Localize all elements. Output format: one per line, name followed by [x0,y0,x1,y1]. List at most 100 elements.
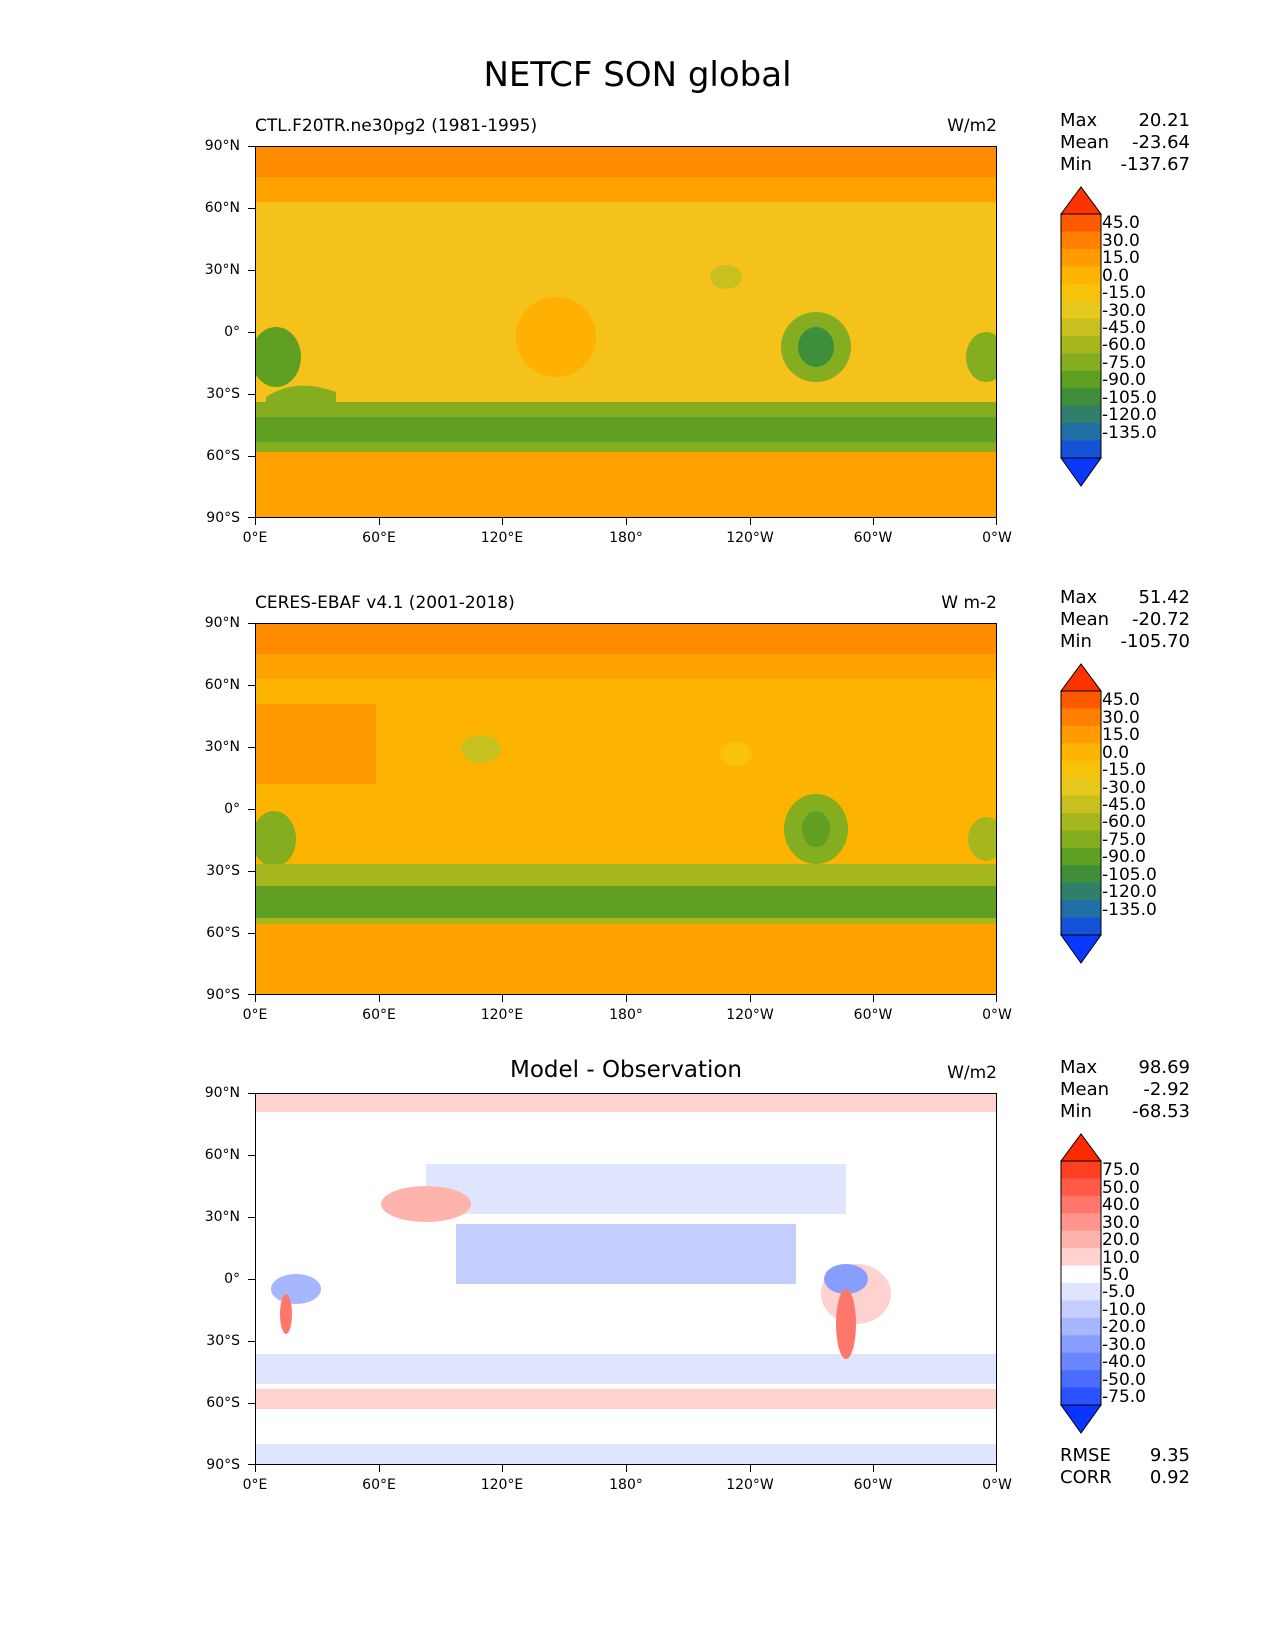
stat-label: Max [1060,587,1098,608]
colorbar-tick-label: -15.0 [1102,760,1146,781]
stat-corr: 0.92 [1149,1467,1190,1488]
colorbar-segment [1061,336,1101,355]
panel-obs-xtick: 180° [609,1007,643,1023]
panel-obs-xtick: 60°W [853,1007,893,1023]
panel-model-case-label: CTL.F20TR.ne30pg2 (1981-1995) [255,116,538,136]
colorbar-segment [1061,778,1101,797]
panel-model-map [255,146,997,518]
colorbar-segment [1061,1352,1101,1371]
panel-diff-ytick: 90°N [204,1085,240,1101]
panel-model-xtick: 120°W [726,530,774,546]
colorbar-tick-label: 30.0 [1102,1212,1140,1233]
colorbar-segment [1061,900,1101,919]
panel-obs-units: W m-2 [941,593,997,613]
colorbar-segment [1061,743,1101,762]
panel-diff-title: Model - Observation [509,1057,743,1083]
panel-model-xtick: 60°W [853,530,893,546]
panel-diff-ytick: 60°N [204,1147,240,1163]
colorbar-tick-label: 20.0 [1102,1230,1140,1251]
colorbar-tick-label: -15.0 [1102,283,1146,304]
panel-obs-colorbar: 45.0 30.0 15.0 0.0 -15.0 -30.0 -45.0 -60.0 -75.0… [1060,663,1190,964]
panel-model-ytick: 30°S [206,386,240,402]
panel-obs-ytick: 60°N [204,677,240,693]
colorbar-segment [1061,882,1101,901]
colorbar-segment [1061,725,1101,744]
panel-diff-xtick: 60°W [853,1477,893,1493]
colorbar-segment [1061,760,1101,779]
colorbar-segment [1061,440,1101,459]
panel-model-ytick: 60°N [204,200,240,216]
stat-mean: -20.72 [1131,609,1190,630]
colorbar-tick-label: 75.0 [1102,1160,1140,1181]
colorbar-segment [1061,813,1101,832]
colorbar-segment [1061,231,1101,250]
stat-max: 98.69 [1138,1057,1190,1078]
panel-model-map-svg [256,147,996,517]
panel-model-stats: Max 20.21 Mean -23.64 Min -137.67 [1060,110,1190,176]
colorbar-segment [1061,1387,1101,1406]
panel-obs-ytick: 90°N [204,615,240,631]
colorbar-segment [1061,1300,1101,1319]
colorbar-tick-label: 0.0 [1102,265,1130,286]
panel-diff-stats: Max 98.69 Mean -2.92 Min -68.53 [1060,1057,1190,1123]
panel-model-xtick: 0°W [982,530,1012,546]
colorbar-segment [1061,423,1101,442]
stat-label: Max [1060,1057,1098,1078]
colorbar-tick-label: -75.0 [1102,829,1146,850]
panel-obs-case-label: CERES-EBAF v4.1 (2001-2018) [255,593,515,613]
panel-diff-ytick: 0° [224,1271,240,1287]
colorbar-svg [1060,663,1102,964]
colorbar-tick-label: -135.0 [1102,422,1157,443]
panel-model-ytick: 90°S [206,510,240,526]
stat-label: Mean [1060,132,1110,153]
stat-mean: -2.92 [1143,1079,1190,1100]
panel-diff-xtick: 180° [609,1477,643,1493]
colorbar-tick-label: -90.0 [1102,370,1146,391]
colorbar-extend-min [1060,457,1102,487]
colorbar-segment [1061,405,1101,424]
colorbar-tick-label: 15.0 [1102,248,1140,269]
stat-label: RMSE [1060,1445,1111,1466]
colorbar-tick-label: 40.0 [1102,1195,1140,1216]
colorbar-tick-label: -45.0 [1102,318,1146,338]
panel-obs-xtick: 0°E [242,1007,268,1023]
colorbar-segment [1061,847,1101,866]
panel-model-ytick: 30°N [204,262,240,278]
panel-model-colorbar: 45.0 30.0 15.0 0.0 -15.0 -30.0 -45.0 -60.0 -75.0… [1060,186,1190,487]
stat-label: Min [1060,154,1092,175]
colorbar-tick-label: 15.0 [1102,725,1140,746]
colorbar-tick-label: -60.0 [1102,335,1146,356]
colorbar-segment [1061,283,1101,302]
panel-obs-ytick: 30°S [206,863,240,879]
colorbar-segment [1061,318,1101,337]
colorbar-tick-label: -30.0 [1102,1334,1146,1355]
panel-obs-xtick: 120°E [480,1007,524,1023]
panel-diff-units: W/m2 [947,1063,997,1083]
colorbar-segment [1061,1370,1101,1389]
colorbar-segment [1061,917,1101,936]
panel-obs-ytick: 60°S [206,925,240,941]
colorbar-tick-label: -105.0 [1102,864,1157,885]
panel-diff-ytick: 30°N [204,1209,240,1225]
panel-obs-xtick: 60°E [362,1007,396,1023]
stat-min: -137.67 [1120,154,1190,175]
panel-model-ytick: 0° [224,324,240,340]
colorbar-segment [1061,266,1101,285]
panel-model-xtick: 120°E [480,530,524,546]
panel-diff-xtick: 120°E [480,1477,524,1493]
colorbar-tick-label: -10.0 [1102,1299,1146,1320]
panel-model-xtick: 180° [609,530,643,546]
colorbar-segment [1061,388,1101,407]
stat-label: Min [1060,1101,1092,1122]
colorbar-segment [1061,865,1101,884]
colorbar-tick-label: -20.0 [1102,1317,1146,1338]
panel-model-xtick: 0°E [242,530,268,546]
panel-obs-xtick: 0°W [982,1007,1012,1023]
colorbar-extend-min [1060,1404,1102,1434]
stat-min: -68.53 [1131,1101,1190,1122]
panel-model-xtick: 60°E [362,530,396,546]
panel-diff-ytick: 30°S [206,1333,240,1349]
stat-max: 51.42 [1138,587,1190,608]
colorbar-tick-label: 10.0 [1102,1247,1140,1268]
colorbar-segment [1061,301,1101,320]
